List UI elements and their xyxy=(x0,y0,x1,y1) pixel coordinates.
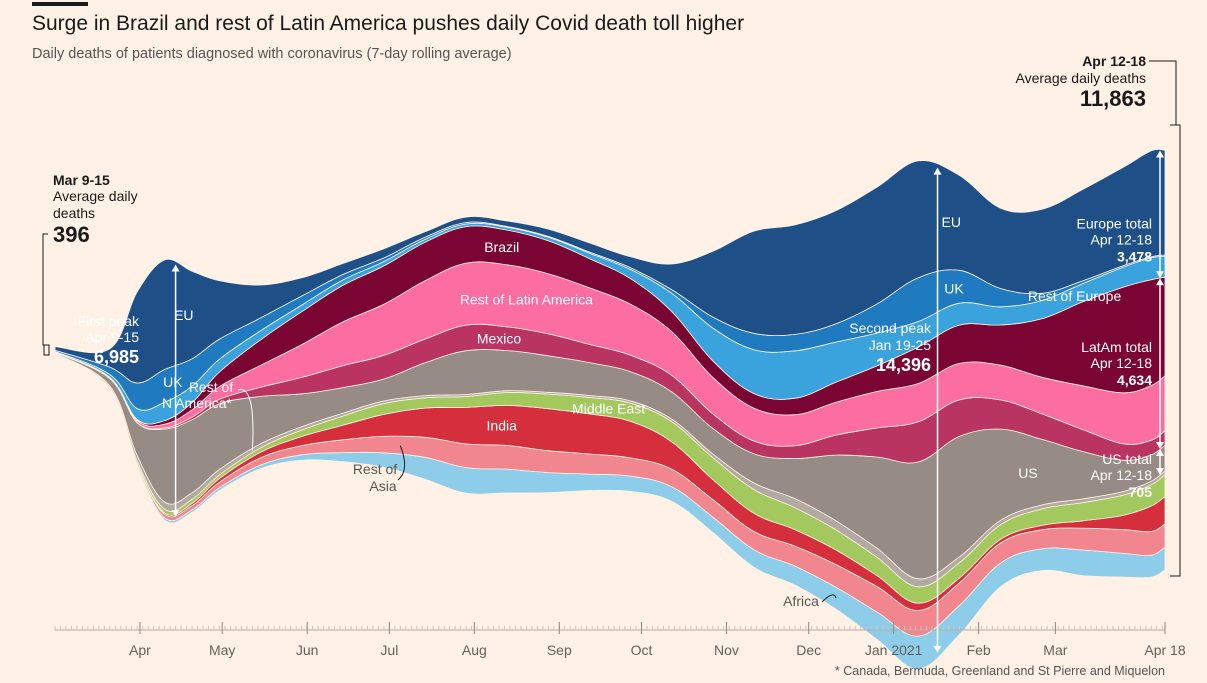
area-labels: EU UK EU UK Rest of Europe Brazil Rest of Lati… xyxy=(162,214,1121,609)
x-tick-label: Jun xyxy=(296,642,319,658)
x-tick-label: May xyxy=(209,642,235,658)
area-label: Brazil xyxy=(484,239,519,255)
area-eu xyxy=(54,148,1166,384)
second-peak-arrow-head xyxy=(933,645,942,653)
area-label: UK xyxy=(944,280,964,296)
annotation-text: deaths xyxy=(53,205,95,221)
annotation-label: Second peak xyxy=(849,320,932,336)
us-total-arrow-head xyxy=(1156,449,1164,457)
annotation-value: 14,396 xyxy=(876,355,931,375)
x-tick-label: Apr xyxy=(129,642,151,658)
first-peak-arrow-head xyxy=(171,510,180,518)
chart-title: Surge in Brazil and rest of Latin Americ… xyxy=(32,12,745,35)
callout-label: Rest of xyxy=(189,379,233,395)
x-tick-label: Dec xyxy=(796,642,821,658)
x-axis: Apr May Jun Jul Aug Sep Oct Nov Dec Jan 2021 Feb Ma… xyxy=(54,622,1186,658)
annotation-label: LatAm total xyxy=(1081,339,1152,355)
callout-leader xyxy=(821,594,837,603)
latam-total-arrow-head xyxy=(1156,278,1164,286)
callout-leader xyxy=(397,445,406,481)
us-total-arrow-head xyxy=(1156,467,1164,475)
area-label: Rest of Europe xyxy=(1028,288,1122,304)
stream-layers xyxy=(54,148,1166,670)
annotation-text: Apr 12-18 xyxy=(1091,467,1153,483)
annotation-label: US total xyxy=(1102,451,1152,467)
bracket-mar xyxy=(42,233,50,356)
second-peak-arrow-head xyxy=(933,167,942,175)
annotation-value: 3,478 xyxy=(1117,248,1152,264)
annotation-value: 4,634 xyxy=(1117,372,1152,388)
callout-label: Asia xyxy=(369,478,396,494)
annotation-text: Average daily deaths xyxy=(1016,70,1147,86)
annotation-text: Apr 12-18 xyxy=(1091,355,1153,371)
x-tick-label: Sep xyxy=(547,642,572,658)
annotation-value: 705 xyxy=(1129,484,1153,500)
x-tick-label: Apr 18 xyxy=(1144,642,1185,658)
annotation-value: 396 xyxy=(53,222,90,247)
annotation-value: 11,863 xyxy=(1080,86,1146,111)
annotation-value: 6,985 xyxy=(94,347,139,367)
area-label: India xyxy=(487,417,518,433)
area-label: Middle East xyxy=(572,401,645,417)
latam-total-arrow-head xyxy=(1156,442,1164,450)
callout-label: Africa xyxy=(783,593,819,609)
footnote: * Canada, Bermuda, Greenland and St Pier… xyxy=(834,664,1165,678)
x-tick-label: Mar xyxy=(1043,642,1067,658)
header-rule xyxy=(32,2,88,6)
x-tick-label: Feb xyxy=(967,642,991,658)
annotation-text: Jan 19-25 xyxy=(869,337,931,353)
annotation-label: Apr 12-18 xyxy=(1082,53,1146,69)
chart-subtitle: Daily deaths of patients diagnosed with … xyxy=(32,46,512,62)
annotation-text: Average daily xyxy=(53,188,138,204)
callout-leader xyxy=(237,389,254,452)
area-label: EU xyxy=(174,307,193,323)
annotation-label: Europe total xyxy=(1077,215,1153,231)
callout-label: Rest of xyxy=(353,461,397,477)
area-label: US xyxy=(1018,465,1037,481)
area-label: Rest of Latin America xyxy=(460,292,593,308)
x-tick-label: Jan 2021 xyxy=(865,642,923,658)
europe-total-arrow-head xyxy=(1156,150,1164,158)
annotation-label: First peak xyxy=(78,313,140,329)
area-label: EU xyxy=(941,214,960,230)
x-tick-label: Jul xyxy=(380,642,398,658)
x-tick-label: Nov xyxy=(714,642,739,658)
callout-label: N America* xyxy=(162,395,233,411)
bracket-apr xyxy=(1149,60,1181,577)
annotation-text: Apr 9-15 xyxy=(85,329,139,345)
annotation-label: Mar 9-15 xyxy=(53,172,110,188)
area-label: UK xyxy=(163,374,183,390)
x-tick-label: Aug xyxy=(462,642,487,658)
annotation-text: Apr 12-18 xyxy=(1091,231,1153,247)
first-peak-arrow-head xyxy=(171,264,180,272)
x-tick-label: Oct xyxy=(631,642,653,658)
area-label: Mexico xyxy=(477,331,522,347)
europe-total-arrow-head xyxy=(1156,271,1164,279)
